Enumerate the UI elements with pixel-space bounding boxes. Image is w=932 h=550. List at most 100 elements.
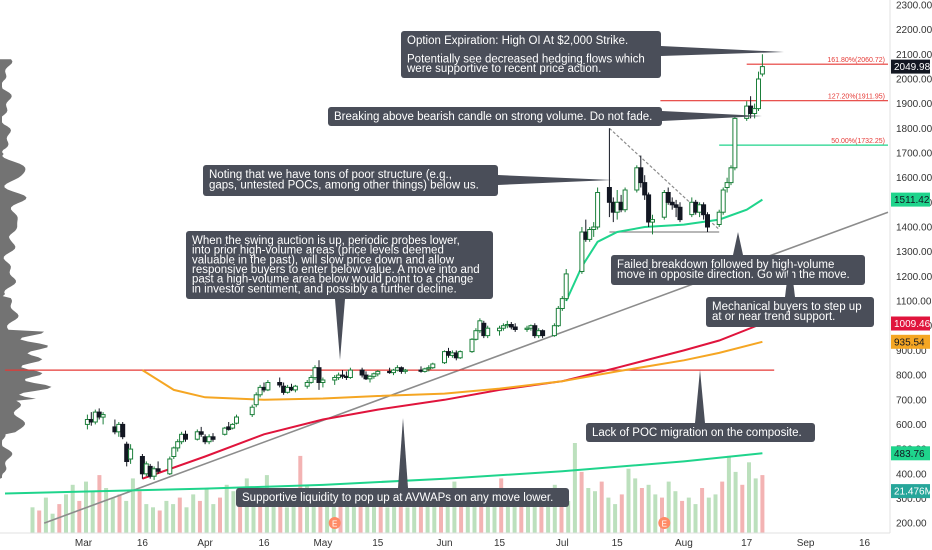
- annotation-pointer: [398, 418, 408, 488]
- volume-bar: [231, 491, 236, 533]
- volume-bar: [720, 481, 725, 533]
- candle-body: [147, 465, 153, 477]
- candle-body: [634, 167, 640, 191]
- avwap-green-long: [4, 452, 763, 495]
- avwap-orange: [141, 340, 763, 401]
- volume-profile-shape: [0, 59, 52, 479]
- volume-bar: [191, 494, 196, 533]
- volume-bar: [218, 497, 222, 533]
- candle-body: [367, 375, 373, 380]
- volume-bar: [157, 510, 162, 533]
- candle-body: [606, 187, 612, 203]
- volume-bar: [619, 494, 624, 533]
- fib-label: 50.00%(1732.25): [831, 138, 885, 145]
- candle-body: [665, 192, 671, 203]
- annotation-pointer: [662, 111, 762, 121]
- candle-body: [650, 219, 655, 223]
- candle-body: [661, 192, 667, 218]
- volume-bar: [726, 455, 731, 533]
- volume-bar: [747, 462, 751, 533]
- candle-body: [563, 273, 569, 300]
- candle-body: [457, 351, 463, 359]
- candle-body: [120, 423, 126, 438]
- volume-bar: [439, 500, 443, 533]
- volume-bar: [686, 497, 691, 533]
- candle-body: [391, 369, 396, 374]
- price-tick-label: 1400.00: [896, 223, 932, 234]
- volume-bar: [680, 500, 685, 533]
- volume-bar: [57, 504, 62, 533]
- volume-bar: [104, 488, 109, 533]
- candle-body: [155, 468, 161, 472]
- volume-bar: [184, 507, 189, 533]
- candle-body: [198, 431, 204, 435]
- volume-bar: [358, 504, 363, 533]
- time-axis: Mar 16 Apr 16 May 15 Jun 15 Jul 15 Aug 17 Sep 16: [0, 532, 890, 549]
- candle-body: [500, 325, 506, 329]
- volume-profile: [0, 59, 52, 479]
- earnings-marker-label: E: [332, 520, 337, 529]
- price-tick-label: 400.00: [896, 469, 927, 480]
- volume-bar: [613, 504, 618, 533]
- candle-body: [756, 78, 761, 110]
- volume-bar: [151, 507, 155, 533]
- volume-bar: [251, 494, 256, 533]
- candle-body: [732, 117, 738, 169]
- volume-bar: [224, 484, 229, 533]
- annotation-box: [203, 165, 498, 196]
- volume-bar: [673, 491, 678, 533]
- candle-body: [167, 458, 173, 475]
- annotation-line: When the swing auction is up, periodic p…: [192, 235, 460, 247]
- candle-body: [281, 385, 287, 393]
- price-tick-label: 1300.00: [896, 247, 932, 258]
- volume-bar: [211, 504, 216, 533]
- volume-bar: [532, 494, 537, 533]
- candle-body: [88, 419, 94, 423]
- price-tick-label: 2000.00: [896, 75, 932, 86]
- candle-body: [638, 167, 644, 184]
- volume-bar: [305, 484, 309, 533]
- volume-bar: [50, 513, 55, 533]
- volume-bar: [164, 500, 169, 533]
- avwap-lines: [4, 198, 763, 495]
- candle-body: [497, 327, 502, 332]
- candle-body: [481, 322, 487, 337]
- candle-body: [485, 327, 491, 337]
- candle-body: [394, 367, 400, 371]
- candle-body: [469, 338, 475, 353]
- price-tag: [891, 446, 930, 461]
- candle-body: [265, 382, 271, 391]
- candle-body: [194, 431, 200, 440]
- candle-body: [595, 192, 601, 228]
- annotation-pointer: [661, 46, 784, 56]
- fib-label: 127.20%(1911.95): [828, 94, 885, 101]
- time-tick-label: Jul: [556, 538, 569, 549]
- candle-body: [308, 377, 314, 383]
- volume-bar: [338, 504, 343, 533]
- volume-bar: [505, 491, 510, 533]
- candle-body: [748, 105, 754, 114]
- volume-bar: [579, 471, 584, 533]
- candle-body: [716, 211, 722, 225]
- volume-bar: [331, 494, 336, 533]
- candle-body: [312, 367, 318, 379]
- volume-bar: [372, 494, 376, 533]
- annotations: Option Expiration: High OI At $2,000 Str…: [186, 31, 874, 507]
- price-tick-label: 1800.00: [896, 124, 932, 135]
- volume-bar: [90, 491, 95, 533]
- volume-bar: [351, 500, 356, 533]
- volume-bar: [412, 500, 417, 533]
- candle-body: [249, 406, 255, 416]
- volume-bar: [740, 484, 745, 533]
- annotation-line: gaps, untested POCs, among other things)…: [209, 180, 479, 192]
- time-tick-label: Aug: [675, 538, 693, 549]
- time-tick-label: 16: [258, 538, 270, 549]
- volume-bar: [733, 471, 738, 533]
- candle-body: [473, 330, 479, 340]
- candle-body: [724, 182, 730, 189]
- price-tag: [891, 59, 930, 74]
- volume-bar: [626, 468, 631, 533]
- volume-bar: [284, 507, 289, 533]
